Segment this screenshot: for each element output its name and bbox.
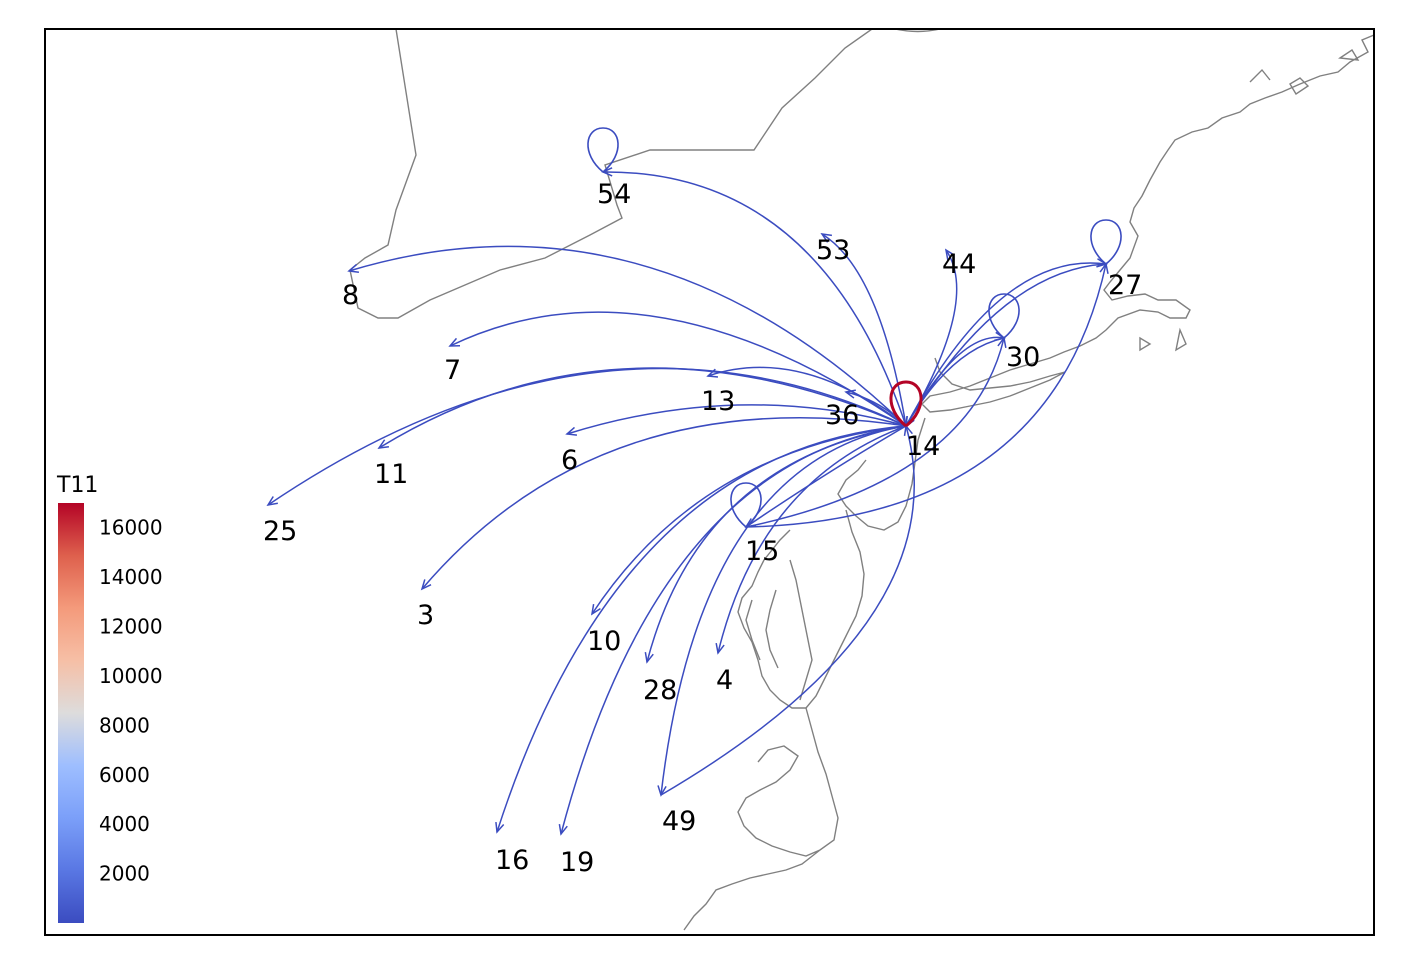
maine-islands xyxy=(1139,49,1360,352)
colorbar-ticks: 2000 4000 6000 8000 10000 12000 14000 16000 xyxy=(99,516,163,886)
flow-14-to-8 xyxy=(348,245,907,427)
arrowhead-14-to-3 xyxy=(420,579,432,591)
new-england-coast xyxy=(921,34,1374,413)
arrowhead-14-to-19 xyxy=(558,824,568,836)
colorbar-gradient xyxy=(58,503,84,923)
arrowhead-14-to-36 xyxy=(844,389,856,399)
node-label-36: 36 xyxy=(825,400,859,431)
flow-14-to-7 xyxy=(449,311,907,427)
flow-14-to-15 xyxy=(745,425,907,528)
arrowhead-14-to-6 xyxy=(565,426,578,436)
arrowhead-14-to-8 xyxy=(347,263,360,274)
colorbar-tick-4000: 4000 xyxy=(99,812,150,836)
arrowhead-14-to-7 xyxy=(448,337,461,347)
self-loop-15 xyxy=(730,482,762,528)
node-label-53: 53 xyxy=(816,235,850,266)
basemap xyxy=(349,29,1374,931)
flow-14-to-16 xyxy=(496,425,907,833)
self-loops xyxy=(587,127,1122,528)
colorbar-tick-2000: 2000 xyxy=(99,862,150,886)
node-label-44: 44 xyxy=(942,249,976,280)
colorbar-tick-10000: 10000 xyxy=(99,664,163,688)
node-label-15: 15 xyxy=(745,536,779,567)
arrowhead-14-to-53 xyxy=(820,233,833,243)
node-label-16: 16 xyxy=(495,845,529,876)
colorbar-tick-6000: 6000 xyxy=(99,763,150,787)
colorbar-tick-12000: 12000 xyxy=(99,615,163,639)
self-loop-30 xyxy=(988,293,1020,339)
node-label-11: 11 xyxy=(374,459,408,490)
arrowhead-14-to-10 xyxy=(590,604,601,616)
arrowhead-14-to-11 xyxy=(377,439,390,449)
map-frame xyxy=(44,28,1375,936)
nj-coast xyxy=(837,417,926,531)
node-label-54: 54 xyxy=(597,179,631,210)
colorbar-tick-14000: 14000 xyxy=(99,565,163,589)
arrowhead-14-to-28 xyxy=(644,652,654,664)
flow-14-to-4 xyxy=(717,425,907,654)
node-label-30: 30 xyxy=(1006,342,1040,373)
flow-14-to-30 xyxy=(905,336,1005,427)
node-label-10: 10 xyxy=(587,626,621,657)
node-label-28: 28 xyxy=(643,675,677,706)
node-label-49: 49 xyxy=(662,806,696,837)
flow-49-to-14 xyxy=(660,425,915,796)
flow-15-to-27 xyxy=(745,263,1107,528)
flow-15-to-30 xyxy=(745,337,1005,528)
delmarva-coast xyxy=(737,509,865,709)
arrowhead-14-to-4 xyxy=(715,643,725,655)
node-label-6: 6 xyxy=(561,445,578,476)
arrowhead-14-to-16 xyxy=(495,821,505,834)
flow-14-to-27 xyxy=(905,262,1107,427)
arrowhead-14-to-25 xyxy=(266,496,278,507)
flow-14-to-11 xyxy=(378,367,907,449)
self-loop-27 xyxy=(1090,219,1122,265)
flow-14-to-49 xyxy=(660,425,907,796)
flow-14-to-6 xyxy=(566,404,907,435)
node-label-4: 4 xyxy=(716,665,733,696)
node-label-27: 27 xyxy=(1108,270,1142,301)
node-label-3: 3 xyxy=(417,600,434,631)
node-label-19: 19 xyxy=(560,847,594,878)
node-label-8: 8 xyxy=(342,280,359,311)
colorbar-tick-8000: 8000 xyxy=(99,713,150,737)
colorbar-legend: T11 2000 4000 6000 8000 10000 12000 14000 16000 xyxy=(56,473,163,923)
flow-14-to-13 xyxy=(707,366,907,427)
chesapeake-bay xyxy=(745,559,813,701)
node-label-25: 25 xyxy=(263,516,297,547)
arrowhead-14-to-44 xyxy=(944,248,955,260)
self-loop-54 xyxy=(587,127,619,173)
virginia-nc-coast xyxy=(683,707,839,931)
node-label-13: 13 xyxy=(701,386,735,417)
node-label-14: 14 xyxy=(906,431,940,462)
colorbar-title: T11 xyxy=(56,473,98,498)
colorbar-tick-16000: 16000 xyxy=(99,516,163,540)
flow-lines xyxy=(266,167,1109,836)
node-labels: 14 54 53 44 27 30 13 36 8 7 11 6 25 15 3 10 28 4 49 16 19 xyxy=(263,179,1142,878)
self-loop-14 xyxy=(889,380,923,428)
node-label-7: 7 xyxy=(444,355,461,386)
flow-27-to-14 xyxy=(905,263,1107,427)
state-border-west xyxy=(349,29,873,319)
flow-30-to-14 xyxy=(905,337,1005,427)
flow-14-to-19 xyxy=(560,425,907,835)
flow-14-to-10 xyxy=(591,425,907,615)
flow-14-to-3 xyxy=(421,417,907,590)
flow-14-to-53 xyxy=(821,233,907,427)
flow-14-to-54 xyxy=(602,171,907,427)
flow-14-to-25 xyxy=(267,367,907,506)
